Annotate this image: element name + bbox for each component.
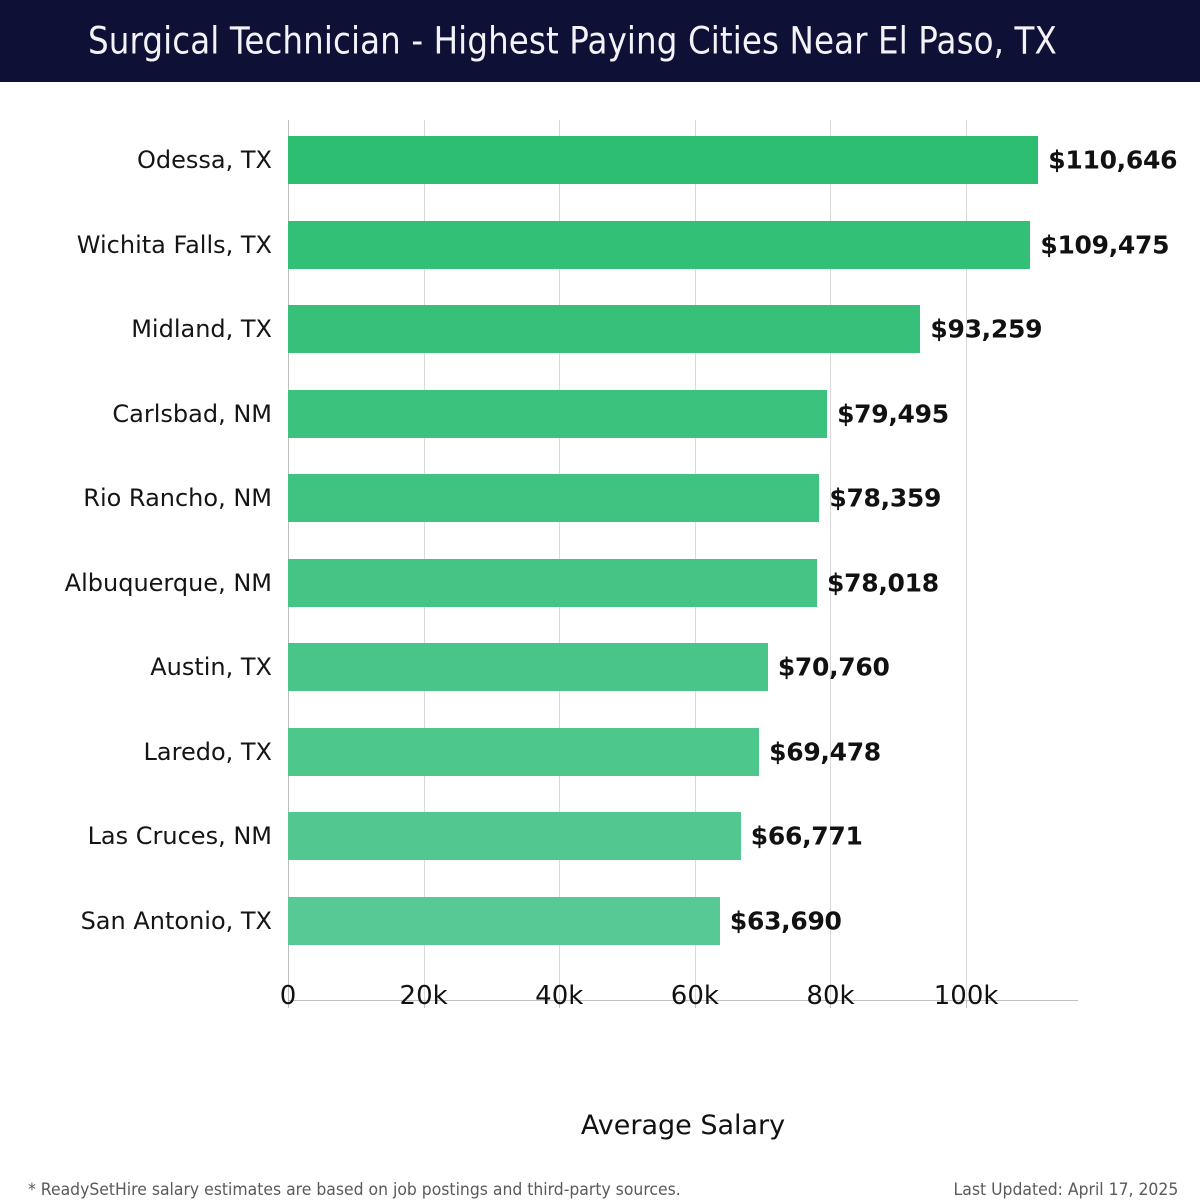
bar-value-label: $70,760 [777, 652, 890, 682]
x-tick-mark [966, 1001, 968, 1008]
x-axis-line [288, 1000, 1078, 1001]
y-axis-label: San Antonio, TX [80, 906, 272, 935]
footnote-last-updated-text: Last Updated: April 17, 2025 [953, 1180, 1178, 1200]
bar-row[interactable] [288, 812, 741, 860]
bar-row[interactable] [288, 896, 720, 945]
bar[interactable] [288, 896, 720, 945]
x-tick-label: 100k [933, 981, 999, 1011]
bar[interactable] [288, 136, 1039, 184]
x-tick-label: 20k [399, 981, 448, 1011]
bar[interactable] [288, 643, 768, 691]
y-axis-label: Carlsbad, NM [112, 399, 272, 428]
y-axis-label: Laredo, TX [143, 737, 272, 766]
y-axis-label: Rio Rancho, NM [83, 484, 272, 512]
bar[interactable] [288, 389, 828, 438]
bar-row[interactable] [288, 727, 760, 776]
x-tick-mark [830, 1001, 832, 1008]
bar-row[interactable] [288, 474, 820, 522]
footnote-last-updated: Last Updated: April 17, 2025 [934, 1180, 1178, 1200]
y-axis-label: Wichita Falls, TX [76, 230, 272, 259]
page-title-text: Surgical Technician - Highest Paying Cit… [88, 19, 1057, 63]
x-tick-mark [559, 1001, 561, 1008]
x-tick-label: 80k [806, 981, 855, 1011]
bar-row[interactable] [288, 305, 921, 353]
x-tick-label: 60k [670, 981, 719, 1011]
x-tick-mark [694, 1001, 696, 1008]
bar-row[interactable] [288, 558, 818, 607]
bar-value-label: $109,475 [1040, 230, 1170, 259]
x-axis-title: Average Salary [580, 1110, 786, 1141]
y-axis-label: Albuquerque, NM [64, 568, 272, 597]
gridline [966, 120, 968, 1001]
x-tick-mark [423, 1001, 425, 1008]
y-axis-label: Odessa, TX [137, 146, 272, 174]
bar-value-label: $78,018 [827, 568, 939, 597]
title-bar: Surgical Technician - Highest Paying Cit… [0, 0, 1200, 82]
bar[interactable] [288, 220, 1031, 269]
y-axis-label: Midland, TX [131, 315, 272, 343]
bar-value-label: $66,771 [750, 821, 863, 851]
plot-area [288, 120, 1078, 1008]
bar[interactable] [288, 474, 820, 522]
bar[interactable] [288, 305, 921, 353]
bar-value-label: $78,359 [829, 483, 942, 513]
bar[interactable] [288, 727, 760, 776]
chart-canvas: Odessa, TX Wichita Falls, TX Midland, TX Ca… [0, 82, 1200, 1200]
bar-value-label: $79,495 [837, 399, 949, 428]
bar-row[interactable] [288, 389, 828, 438]
page-title: Surgical Technician - Highest Paying Cit… [88, 20, 1189, 63]
bar-row[interactable] [288, 643, 768, 691]
x-tick-label: 0 [279, 981, 297, 1011]
bar[interactable] [288, 558, 818, 607]
bar-row[interactable] [288, 136, 1039, 184]
y-axis-label: Las Cruces, NM [87, 822, 272, 850]
x-tick-mark [288, 1001, 289, 1008]
bar-value-label: $93,259 [930, 314, 1043, 344]
bar-value-label: $110,646 [1048, 145, 1178, 175]
bar[interactable] [288, 812, 741, 860]
gridline [830, 120, 832, 1001]
bar-value-label: $63,690 [729, 906, 842, 935]
footnote-disclaimer: * ReadySetHire salary estimates are base… [28, 1180, 738, 1200]
y-axis-label: Austin, TX [150, 653, 272, 681]
bar-row[interactable] [288, 220, 1031, 269]
footnote-disclaimer-text: * ReadySetHire salary estimates are base… [28, 1180, 681, 1200]
bar-value-label: $69,478 [769, 737, 881, 766]
x-tick-label: 40k [535, 981, 584, 1011]
